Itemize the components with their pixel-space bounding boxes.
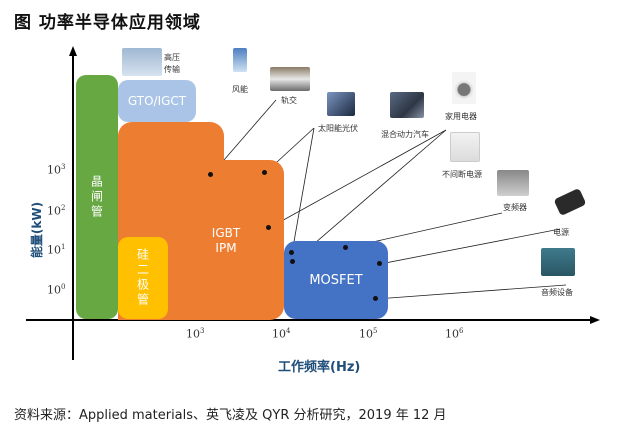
x-tick-1e6: 106	[445, 327, 464, 341]
connector-dot	[290, 259, 295, 264]
power-transmission-image	[122, 48, 162, 76]
connector-dot	[262, 170, 267, 175]
y-tick-10: 101	[47, 243, 66, 257]
source-footer: 资料来源：Applied materials、英飞凌及 QYR 分析研究，201…	[14, 408, 447, 423]
inverter-label: 变频器	[503, 203, 527, 212]
audio-device-image	[541, 248, 575, 276]
mosfet-region: MOSFET	[284, 241, 388, 319]
home-appliance-label: 家用电器	[445, 112, 477, 121]
connector-dot	[373, 296, 378, 301]
x-axis-label: 工作频率(Hz)	[278, 360, 361, 375]
igbt-label: IGBT IPM	[211, 226, 241, 255]
connector-dot	[208, 172, 213, 177]
ups-image	[450, 132, 480, 162]
ups-label: 不间断电源	[442, 170, 482, 179]
power-supply-label: 电源	[553, 228, 569, 237]
y-tick-1: 100	[47, 283, 66, 297]
thyristor-region: 晶闸管	[76, 75, 118, 319]
rail-transit-image	[270, 67, 310, 91]
connector-dot	[343, 245, 348, 250]
x-tick-1e4: 104	[272, 327, 291, 341]
gto-igct-label: GTO/IGCT	[127, 94, 187, 108]
connector-dot	[289, 250, 294, 255]
y-tick-100: 102	[47, 204, 66, 218]
hybrid-vehicle-label: 混合动力汽车	[381, 130, 429, 139]
power-transmission-label: 高压传输	[164, 53, 180, 74]
solar-pv-label: 太阳能光伏	[318, 124, 358, 133]
inverter-image	[497, 170, 529, 196]
solar-pv-image	[327, 92, 355, 116]
y-tick-1000: 103	[47, 163, 66, 177]
silicon-diode-region: 硅二极管	[118, 237, 168, 319]
figure-title: 图 功率半导体应用领域	[14, 13, 201, 33]
silicon-diode-label: 硅二极管	[135, 248, 150, 308]
rail-transit-label: 轨交	[281, 96, 297, 105]
audio-device-label: 音频设备	[541, 288, 573, 297]
connector-dot	[266, 225, 271, 230]
y-axis-label: 能量(kW)	[29, 201, 44, 259]
igbt-region-lower	[180, 160, 284, 320]
x-tick-1e5: 105	[359, 327, 378, 341]
home-appliance-image	[452, 72, 476, 104]
wind-power-image	[233, 48, 247, 72]
mosfet-label: MOSFET	[309, 272, 363, 288]
thyristor-label: 晶闸管	[89, 174, 104, 220]
wind-power-label: 风能	[232, 85, 248, 94]
hybrid-vehicle-image	[390, 92, 424, 118]
axes-and-connectors	[26, 46, 600, 360]
connector-dot	[377, 261, 382, 266]
gto-igct-region: GTO/IGCT	[118, 80, 196, 122]
x-tick-1e3: 103	[186, 327, 205, 341]
